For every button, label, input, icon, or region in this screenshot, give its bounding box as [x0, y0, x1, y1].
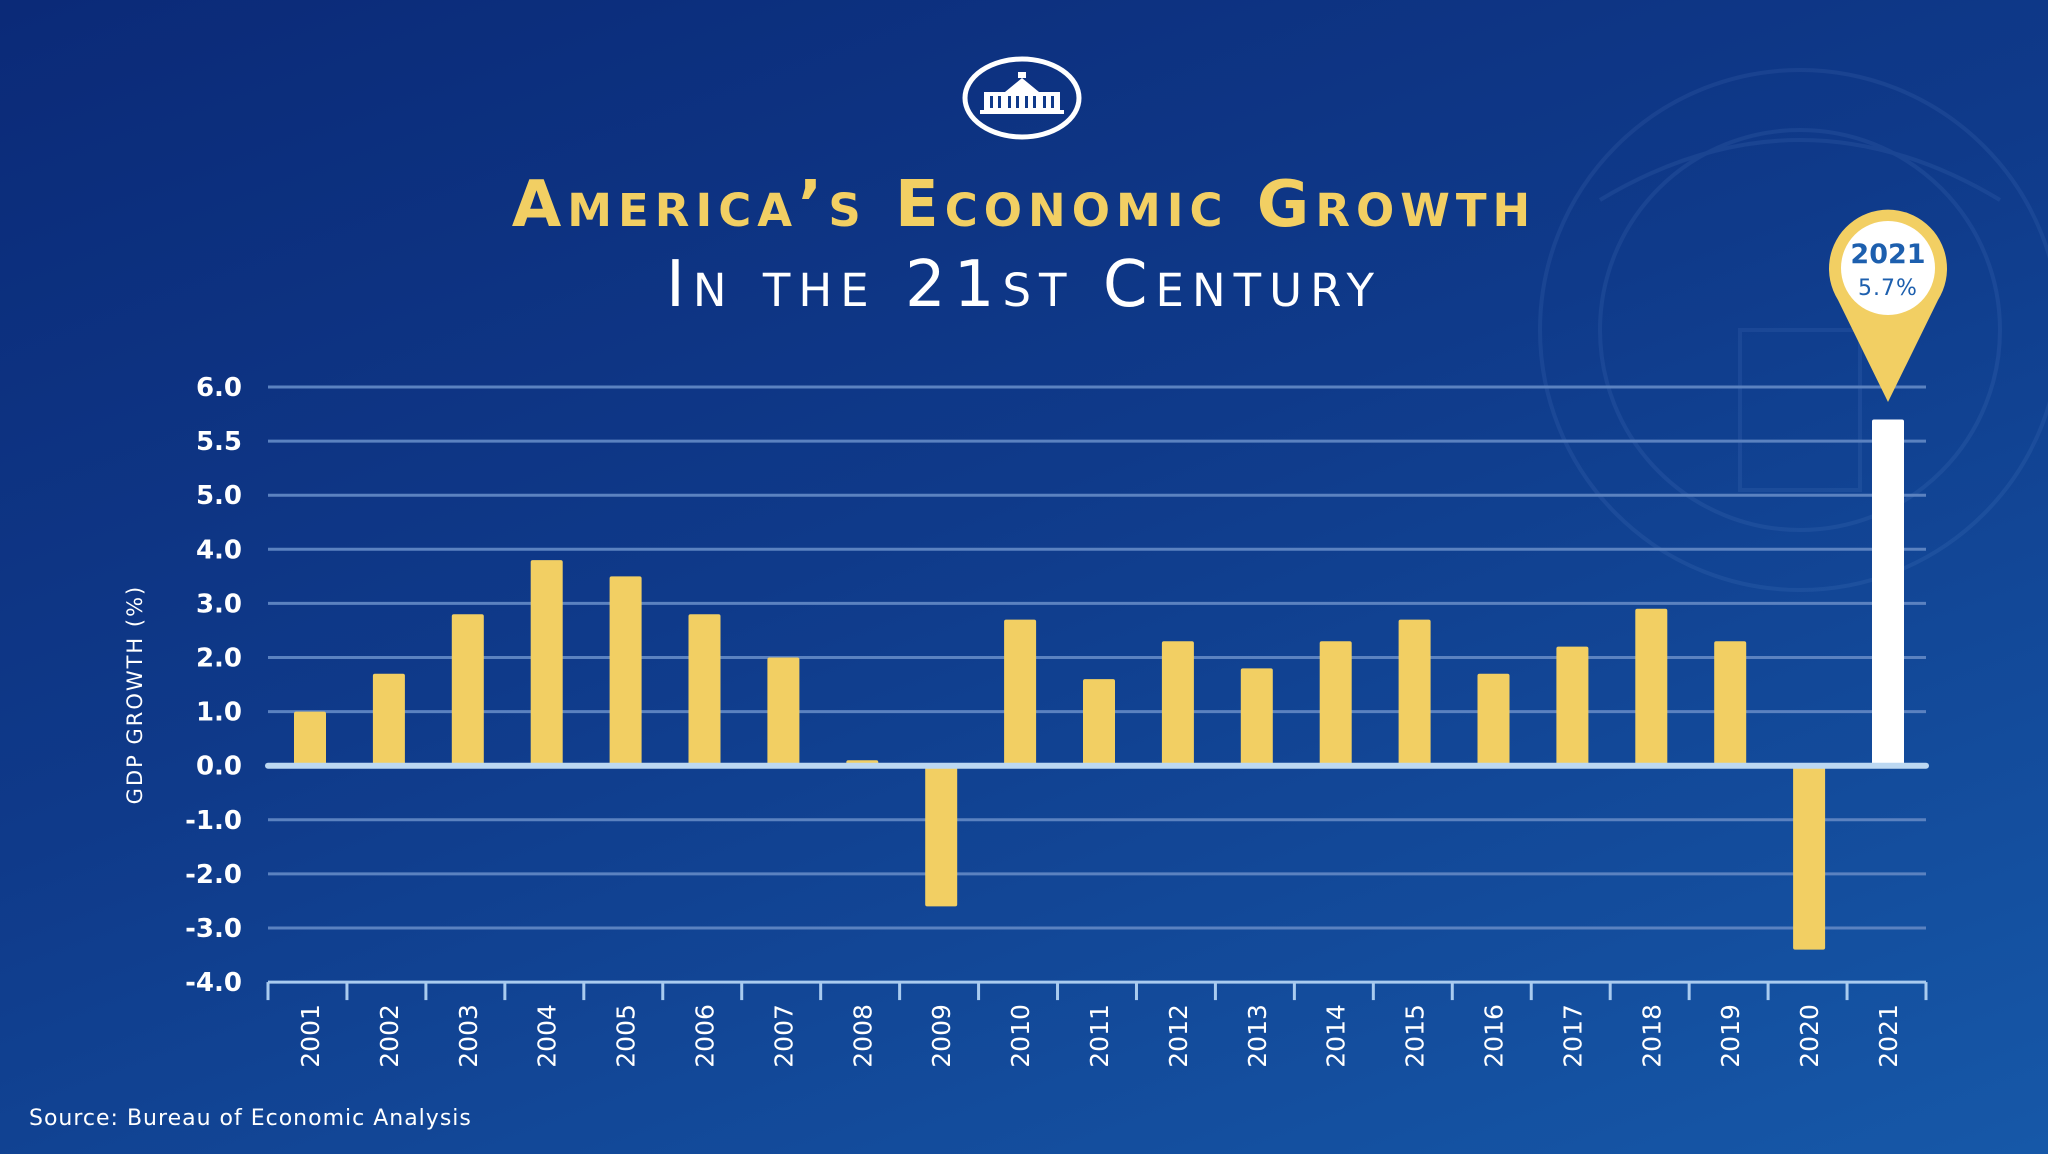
callout-year: 2021	[1850, 239, 1925, 270]
x-tick-label: 2014	[1322, 1004, 1351, 1068]
bar-2009	[925, 765, 958, 907]
source-note: Source: Bureau of Economic Analysis	[29, 1106, 472, 1131]
x-tick-label: 2004	[533, 1004, 562, 1068]
x-tick-label: 2012	[1164, 1004, 1193, 1068]
y-tick-label: 0.0	[196, 752, 242, 782]
highlight-callout-pin: 2021 5.7%	[1829, 209, 1947, 402]
x-tick-label: 2005	[612, 1004, 641, 1068]
bar-2003	[451, 614, 484, 766]
y-tick-label: -2.0	[185, 860, 242, 890]
x-tick-label: 2002	[375, 1004, 404, 1068]
x-tick-label: 2016	[1480, 1004, 1509, 1068]
x-tick-label: 2008	[848, 1004, 877, 1068]
y-tick-label: 2.0	[196, 644, 242, 674]
x-tick-label: 2018	[1637, 1004, 1666, 1068]
x-tick-label: 2017	[1558, 1004, 1587, 1068]
x-tick-label: 2020	[1795, 1004, 1824, 1068]
x-tick-label: 2007	[769, 1004, 798, 1068]
y-tick-label: 5.5	[196, 427, 242, 457]
x-tick-label: 2021	[1874, 1004, 1903, 1068]
callout-value: 5.7%	[1858, 276, 1918, 301]
bar-2002	[372, 673, 405, 766]
title-line-1: America’s Economic Growth	[511, 168, 1537, 242]
title-line-2: In the 21st Century	[666, 248, 1382, 322]
bar-2012	[1161, 641, 1194, 766]
bar-2011	[1083, 679, 1115, 766]
bar-2007	[767, 657, 800, 766]
x-tick-label: 2011	[1085, 1004, 1114, 1068]
bar-2016	[1477, 673, 1510, 766]
bar-2004	[530, 560, 563, 766]
x-tick-label: 2006	[691, 1004, 720, 1068]
y-tick-label: -4.0	[185, 968, 242, 998]
y-tick-label: 5.0	[196, 481, 242, 511]
bar-2018	[1635, 608, 1668, 766]
y-tick-label: 4.0	[196, 535, 242, 565]
pin-inner-circle	[1841, 221, 1935, 315]
x-tick-label: 2013	[1243, 1004, 1272, 1068]
bar-2001	[294, 711, 326, 766]
bar-2021	[1872, 419, 1904, 766]
bar-2019	[1714, 641, 1747, 766]
y-tick-label: 6.0	[196, 373, 242, 403]
y-axis-label: GDP GROWTH (%)	[123, 585, 147, 805]
bar-2015	[1398, 619, 1431, 766]
bar-2017	[1556, 646, 1589, 766]
bar-2010	[1004, 619, 1037, 766]
x-tick-label: 2015	[1401, 1004, 1430, 1068]
x-tick-label: 2019	[1716, 1004, 1745, 1068]
y-tick-label: 1.0	[196, 698, 242, 728]
x-tick-label: 2010	[1006, 1004, 1035, 1068]
x-tick-label: 2001	[296, 1004, 325, 1068]
bar-2005	[609, 576, 642, 766]
x-tick-label: 2003	[454, 1004, 483, 1068]
y-tick-label: -1.0	[185, 806, 242, 836]
x-tick-label: 2009	[927, 1004, 956, 1068]
bar-2006	[688, 614, 721, 766]
y-tick-label: 3.0	[196, 589, 242, 619]
bar-2014	[1319, 641, 1352, 766]
y-tick-label: -3.0	[185, 914, 242, 944]
bar-2020	[1793, 765, 1826, 950]
bar-2013	[1240, 668, 1273, 766]
